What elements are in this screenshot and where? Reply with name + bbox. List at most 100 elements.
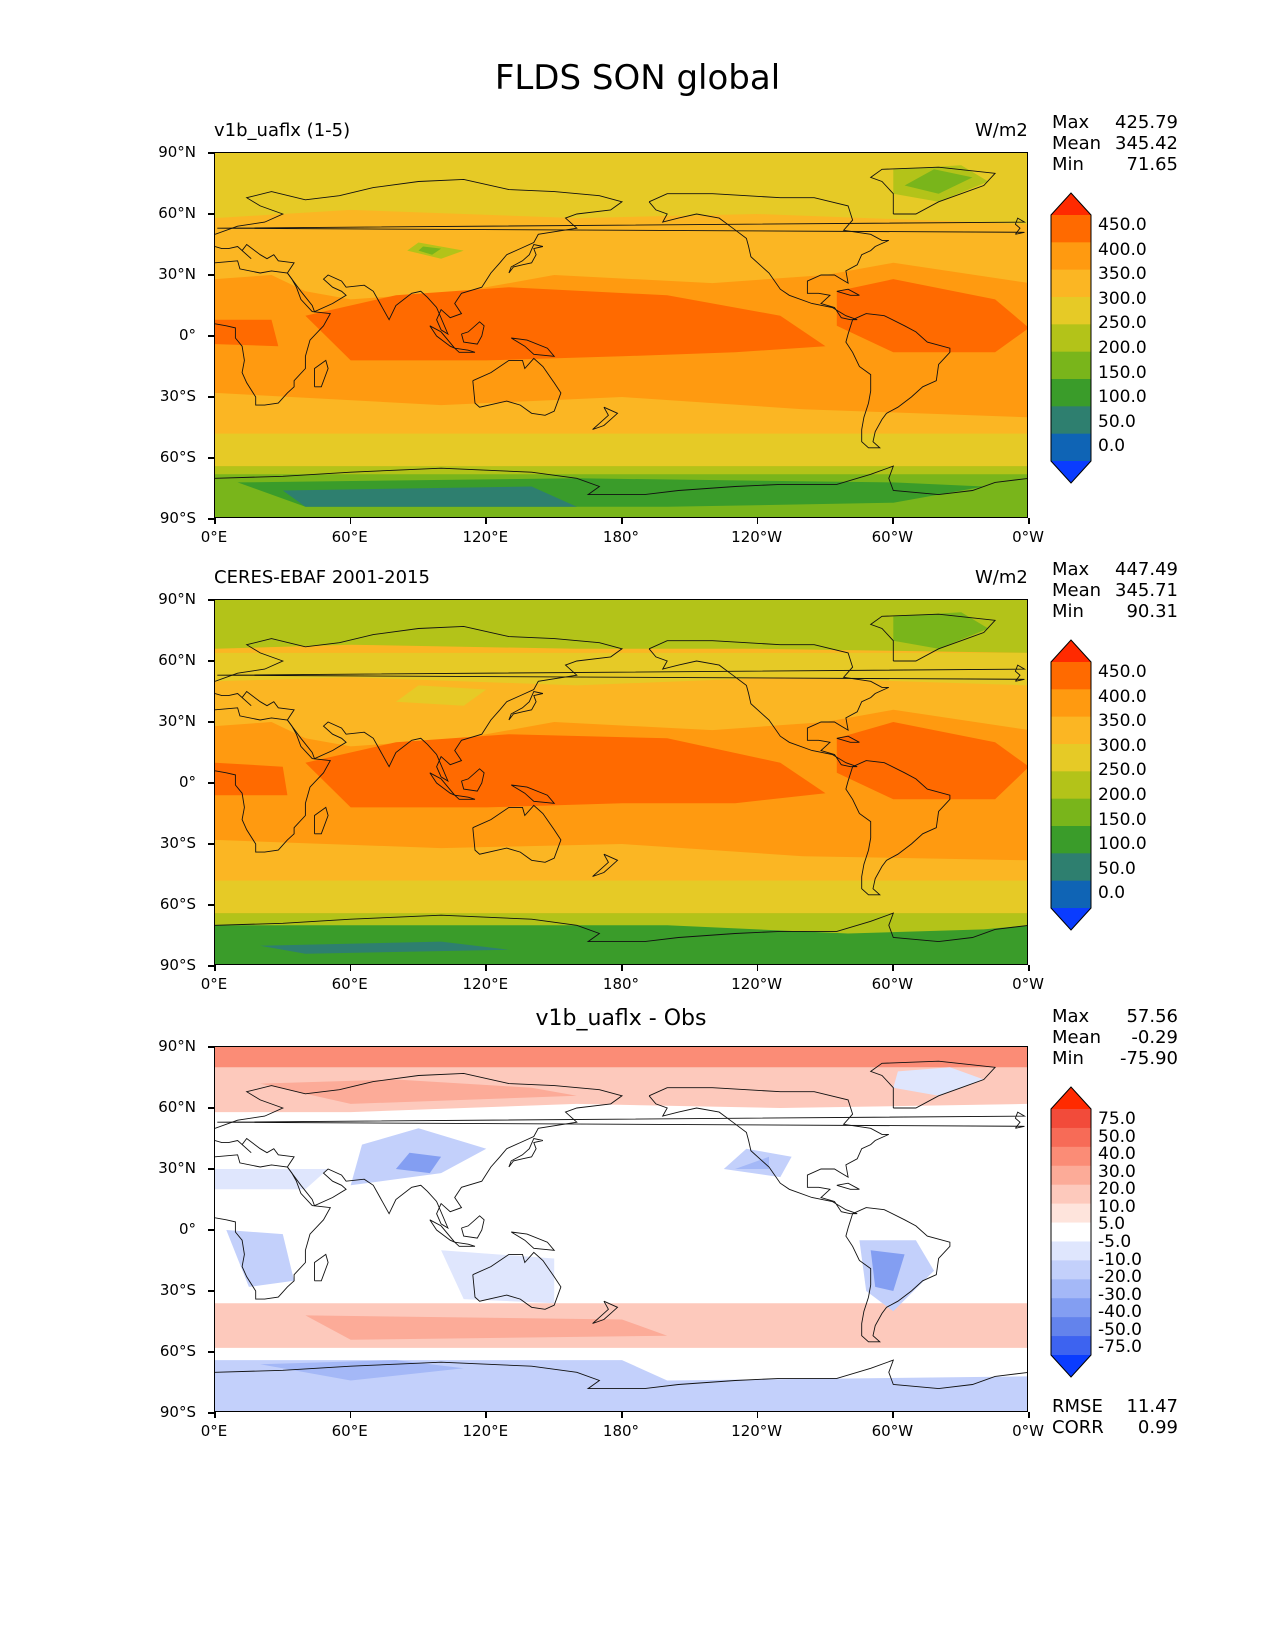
colorbar-tick-label: 100.0 xyxy=(1098,834,1147,855)
lat-tick-label: 90°S xyxy=(159,956,196,974)
field-region xyxy=(282,486,577,507)
colorbar-tick-label: 150.0 xyxy=(1098,809,1147,830)
colorbar-tick-label: 250.0 xyxy=(1098,760,1147,781)
colorbar-tick-label: 100.0 xyxy=(1098,387,1147,408)
coastline xyxy=(869,613,997,662)
lat-tick-mark xyxy=(208,213,214,215)
lat-tick-mark xyxy=(208,843,214,845)
lat-tick-mark xyxy=(208,152,214,154)
colorbar-segment xyxy=(1051,379,1091,407)
coastline xyxy=(215,625,624,783)
lon-tick-mark xyxy=(485,965,487,971)
coastline xyxy=(215,912,1027,943)
lon-tick-label: 60°E xyxy=(331,975,368,993)
lon-tick-mark xyxy=(214,1412,216,1418)
coastline xyxy=(869,166,997,215)
lat-tick-mark xyxy=(208,1046,214,1048)
stat-row: Mean 345.42 xyxy=(1052,133,1178,154)
coastline xyxy=(510,1231,556,1251)
stat-label: Max xyxy=(1052,559,1090,580)
field-region xyxy=(305,287,826,361)
lat-tick-label: 30°S xyxy=(159,1281,196,1299)
field-region xyxy=(260,1079,577,1104)
lat-tick-mark xyxy=(208,274,214,276)
stat-label: Mean xyxy=(1052,1027,1102,1048)
colorbar-tick-label: -10.0 xyxy=(1098,1249,1142,1270)
coastline xyxy=(592,1300,619,1324)
lon-tick-label: 120°E xyxy=(462,975,509,993)
map-svg xyxy=(215,153,1027,517)
lat-tick-label: 90°S xyxy=(159,509,196,527)
lat-tick-label: 90°N xyxy=(158,1037,196,1055)
stat-label: Min xyxy=(1052,601,1084,622)
field-region xyxy=(226,1230,295,1287)
stat-label: Min xyxy=(1052,1048,1084,1069)
colorbar-segment xyxy=(1051,406,1091,435)
lat-tick-label: 0° xyxy=(178,1220,196,1238)
lon-tick-mark xyxy=(756,965,759,971)
lon-tick-label: 0°W xyxy=(1012,975,1044,993)
colorbar-tick-label: 450.0 xyxy=(1098,662,1147,682)
lon-tick-mark xyxy=(485,518,487,524)
field-region xyxy=(215,925,1027,964)
field-region xyxy=(395,685,487,706)
lat-tick-mark xyxy=(208,1107,214,1109)
field-region xyxy=(836,722,1027,800)
colorbar-extend-max xyxy=(1051,193,1091,215)
colorbar-segment xyxy=(1051,1127,1091,1148)
coastline xyxy=(429,325,456,349)
field-region xyxy=(260,1360,464,1381)
field-region xyxy=(904,169,973,194)
coastline xyxy=(472,1251,562,1310)
colorbar-extend-min xyxy=(1051,461,1091,483)
lon-tick-mark xyxy=(756,518,759,524)
coastline xyxy=(845,1207,951,1343)
lon-tick-mark xyxy=(1028,1412,1030,1418)
colorbar-extend-min xyxy=(1051,1355,1091,1377)
coastline xyxy=(508,1137,544,1168)
field-region xyxy=(836,279,1027,353)
colorbar-tick-label: -30.0 xyxy=(1098,1284,1142,1305)
lon-tick-mark xyxy=(214,518,216,524)
lon-tick-label: 0°E xyxy=(200,975,228,993)
field-region xyxy=(260,941,509,954)
lat-tick-mark xyxy=(208,1412,214,1414)
stat-value: 345.42 xyxy=(1115,133,1178,154)
field-region xyxy=(215,652,1027,686)
lat-tick-mark xyxy=(208,1290,214,1292)
stat-label: Mean xyxy=(1052,133,1102,154)
colorbar-segment xyxy=(1051,1184,1091,1205)
stat-value: 57.56 xyxy=(1126,1006,1178,1027)
colorbar-tick-label: -40.0 xyxy=(1098,1302,1142,1323)
colorbar-extend-max xyxy=(1051,1087,1091,1109)
colorbar-tick-label: 350.0 xyxy=(1098,264,1147,285)
stat-value: 11.47 xyxy=(1126,1396,1178,1417)
lon-tick-label: 60°W xyxy=(871,528,914,546)
stat-value: 447.49 xyxy=(1115,559,1178,580)
field-region xyxy=(305,734,826,808)
lat-tick-label: 90°N xyxy=(158,590,196,608)
stat-row: Max 425.79 xyxy=(1052,112,1178,133)
map-plot xyxy=(214,1046,1028,1412)
coastline xyxy=(215,260,332,406)
colorbar-segment xyxy=(1051,1165,1091,1186)
colorbar-tick-label: 200.0 xyxy=(1098,785,1147,805)
lon-tick-label: 0°E xyxy=(200,528,228,546)
colorbar-segment xyxy=(1051,826,1091,854)
coastline xyxy=(836,1182,860,1190)
lat-tick-mark xyxy=(208,782,214,784)
coastline xyxy=(215,707,332,853)
colorbar xyxy=(1050,1086,1092,1382)
panel-center-title: v1b_uaflx - Obs xyxy=(535,1006,707,1031)
lat-tick-label: 60°S xyxy=(159,448,196,466)
coastline xyxy=(314,806,329,835)
stat-value: -0.29 xyxy=(1131,1027,1178,1048)
coastline xyxy=(215,465,1027,496)
panel-units: W/m2 xyxy=(975,120,1028,141)
coastline xyxy=(648,193,889,321)
coastline xyxy=(314,359,329,388)
lon-tick-label: 60°E xyxy=(331,1422,368,1440)
lon-tick-mark xyxy=(485,1412,487,1418)
colorbar-tick-label: 30.0 xyxy=(1098,1161,1136,1182)
panel-units: W/m2 xyxy=(975,567,1028,588)
